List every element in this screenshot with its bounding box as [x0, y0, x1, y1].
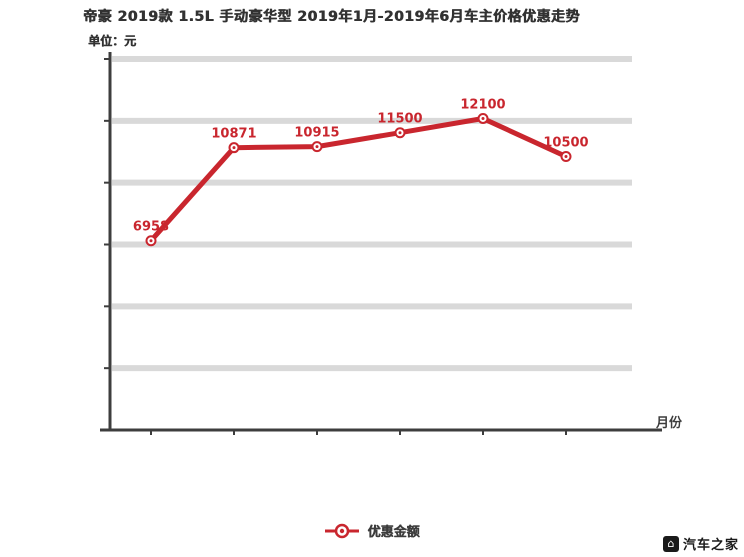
trend-line — [148, 116, 569, 244]
data-point-label: 10500 — [543, 136, 588, 151]
data-point-dot — [149, 239, 153, 243]
x-axis-label: 月份 — [655, 415, 683, 431]
price-trend-chart: 月份 6958 10871 10915 11500 12100 10500 — [100, 52, 683, 435]
autohome-logo-icon: ⌂ — [662, 535, 679, 552]
data-point-dot — [315, 145, 319, 149]
chart-title: 帝豪 2019款 1.5L 手动豪华型 2019年1月-2019年6月车主价格优… — [83, 9, 580, 25]
data-point-dot — [564, 155, 568, 159]
data-point-dot — [232, 146, 236, 150]
autohome-watermark: ⌂ 汽车之家 — [662, 534, 739, 553]
data-point-label: 10871 — [211, 127, 256, 142]
legend-label: 优惠金额 — [367, 525, 420, 540]
legend: 优惠金额 — [0, 521, 744, 540]
data-point-label: 11500 — [377, 112, 422, 127]
data-point-dot — [398, 131, 402, 135]
data-point-label: 6958 — [133, 220, 169, 235]
watermark-text: 汽车之家 — [682, 538, 739, 553]
data-point-dot — [481, 116, 485, 120]
unit-label: 单位：元 — [88, 34, 137, 48]
data-point-label: 10915 — [294, 126, 339, 141]
legend-marker-icon — [325, 523, 360, 538]
data-point-label: 12100 — [460, 97, 505, 112]
